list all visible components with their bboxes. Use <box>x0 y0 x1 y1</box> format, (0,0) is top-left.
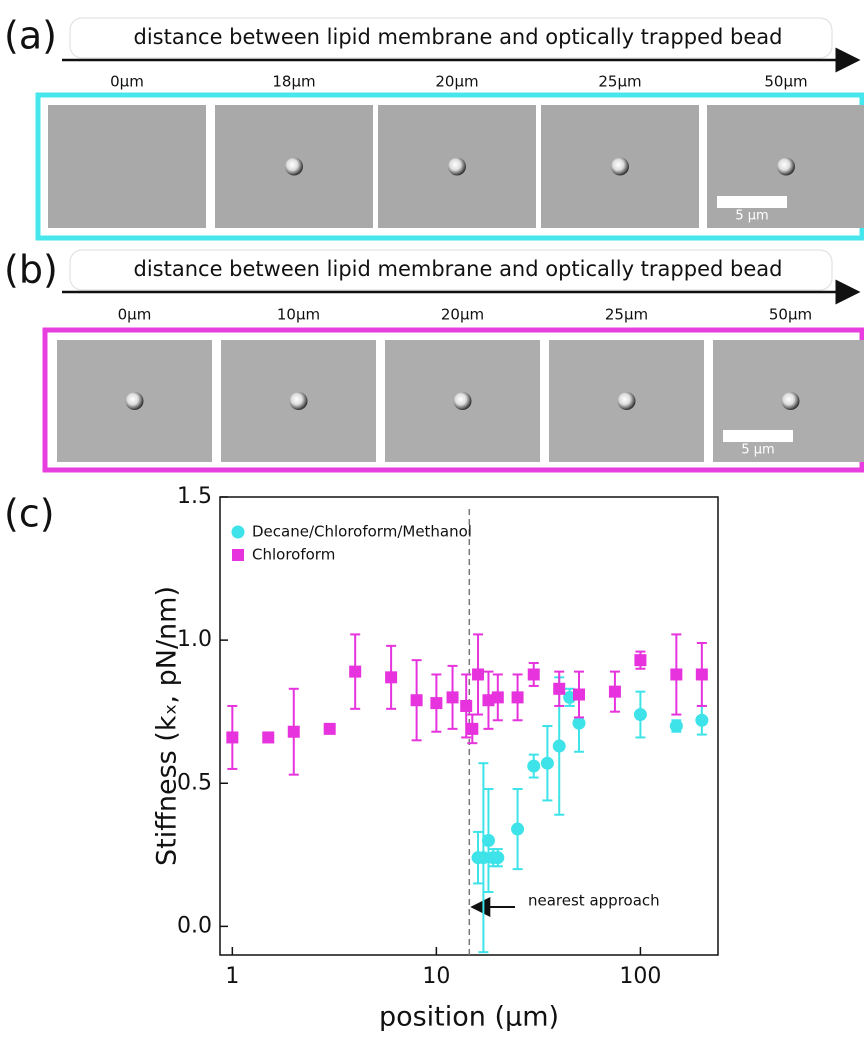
distance-label: 20μm <box>435 73 478 91</box>
data-point <box>491 851 505 865</box>
distance-label: 18μm <box>272 73 315 91</box>
y-tick-label: 1.0 <box>177 627 212 652</box>
data-point <box>634 654 647 667</box>
legend-marker <box>231 525 245 539</box>
scale-bar-label: 5 μm <box>741 443 774 458</box>
bead <box>289 392 308 410</box>
x-axis-label: position (μm) <box>379 1002 559 1033</box>
data-point <box>491 691 504 704</box>
x-tick-label: 10 <box>422 964 450 989</box>
data-point <box>572 688 585 701</box>
data-point <box>410 694 423 707</box>
scale-bar <box>717 196 787 208</box>
data-point <box>385 671 398 684</box>
y-axis-label: Stiffness (kₓ, pN/nm) <box>152 586 183 866</box>
micrograph <box>48 105 206 228</box>
distance-label: 20μm <box>441 306 484 324</box>
distance-label: 25μm <box>605 306 648 324</box>
data-point <box>446 691 459 704</box>
data-point <box>695 668 708 681</box>
data-point <box>226 731 239 744</box>
panel-label: (a) <box>4 14 57 58</box>
x-tick-label: 100 <box>619 964 661 989</box>
distance-label: 50μm <box>764 73 807 91</box>
distance-label: 10μm <box>277 306 320 324</box>
scale-bar <box>723 430 793 442</box>
data-point <box>563 690 577 704</box>
data-point <box>572 716 586 730</box>
data-point <box>553 682 566 695</box>
bead <box>777 157 795 176</box>
data-point <box>430 697 443 710</box>
distance-label: 0μm <box>110 73 144 91</box>
bead <box>617 392 636 410</box>
bead <box>611 157 629 176</box>
y-tick-label: 1.5 <box>177 484 212 509</box>
bead <box>781 392 800 410</box>
data-point <box>511 822 525 836</box>
y-tick-label: 0.0 <box>177 913 212 938</box>
bead <box>453 392 472 410</box>
data-point <box>349 665 362 678</box>
caption: distance between lipid membrane and opti… <box>134 257 783 281</box>
distance-label: 25μm <box>598 73 641 91</box>
scale-bar-label: 5 μm <box>735 209 768 224</box>
caption-box <box>69 17 833 59</box>
panel-label: (b) <box>4 248 58 292</box>
panel-label: (c) <box>4 492 55 536</box>
distance-label: 50μm <box>769 306 812 324</box>
data-point <box>669 719 683 733</box>
bead <box>448 157 466 176</box>
x-tick-label: 1 <box>225 964 239 989</box>
bead <box>125 392 144 410</box>
legend-marker <box>232 549 244 561</box>
data-point <box>482 694 495 707</box>
data-point <box>476 851 490 865</box>
data-point <box>527 759 541 773</box>
data-point <box>540 756 554 770</box>
caption-box <box>69 249 833 291</box>
data-point <box>262 731 275 744</box>
distance-label: 0μm <box>118 306 152 324</box>
legend-label: Decane/Chloroform/Methanol <box>252 523 472 541</box>
data-point <box>608 685 621 698</box>
legend-label: Chloroform <box>252 546 335 564</box>
data-point <box>670 668 683 681</box>
data-point <box>287 725 300 738</box>
data-point <box>511 691 524 704</box>
data-point <box>527 668 540 681</box>
data-point <box>472 668 485 681</box>
data-point <box>323 722 336 735</box>
data-point <box>552 739 566 753</box>
annotation: nearest approach <box>528 892 660 910</box>
y-tick-label: 0.5 <box>177 770 212 795</box>
bead <box>285 157 303 176</box>
data-point <box>460 699 473 712</box>
caption: distance between lipid membrane and opti… <box>134 25 783 49</box>
data-point <box>481 834 495 847</box>
data-point <box>695 713 709 727</box>
data-point <box>633 708 647 722</box>
data-point <box>466 722 479 735</box>
